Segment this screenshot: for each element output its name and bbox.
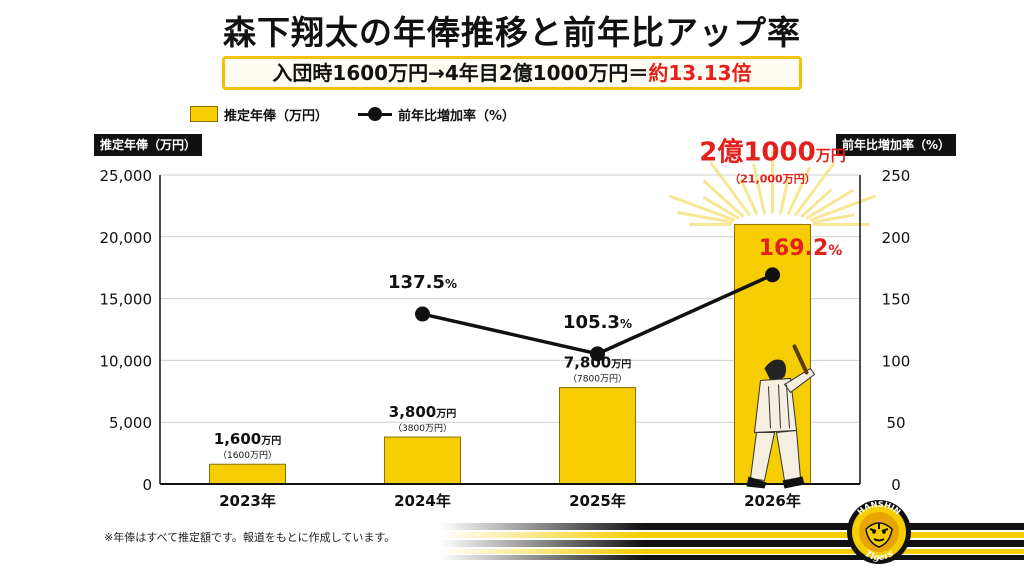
rate-label: 137.5% (388, 272, 457, 293)
footnote: ※年俸はすべて推定額です。報道をもとに作成しています。 (104, 531, 396, 544)
y2-tick-label: 50 (886, 414, 905, 432)
svg-text:Tigers: Tigers (863, 549, 896, 563)
y2-tick-label: 250 (882, 167, 911, 185)
bar (384, 436, 461, 485)
right-axis-title: 前年比増加率（%） (836, 134, 957, 156)
y2-tick-label: 150 (882, 291, 911, 309)
player-head (764, 359, 787, 381)
glow-ray (752, 163, 766, 215)
rate-label-unit: % (445, 277, 457, 291)
legend-line-label: 前年比増加率（%） (398, 108, 516, 124)
bar (209, 463, 286, 485)
x-tick-label: 2026年 (744, 492, 801, 510)
rate-label: 169.2% (759, 236, 843, 261)
subtitle-main: 入団時1600万円→4年目2億1000万円＝ (272, 61, 649, 85)
bar-value-unit: 万円 (815, 146, 846, 164)
glow-ray (779, 175, 790, 215)
y-tick-label: 0 (142, 476, 152, 494)
rate-point (415, 306, 430, 322)
player-bat (792, 344, 809, 375)
bar-value-unit: 万円 (610, 359, 631, 371)
bar-value-unit: 万円 (435, 408, 456, 420)
glow-ray (669, 194, 736, 222)
glow-ray (703, 180, 745, 218)
bar-sub-label: （1600万円） (218, 450, 277, 461)
x-tick-label: 2025年 (569, 492, 626, 510)
decorative-stripes (440, 521, 1024, 561)
rate-label: 105.3% (563, 312, 632, 333)
bar-sub-label: （7800万円） (568, 374, 627, 385)
x-tick-label: 2024年 (394, 492, 451, 510)
rate-label-unit: % (620, 317, 632, 331)
glow-ray (709, 162, 751, 216)
y-tick-label: 10,000 (100, 352, 153, 370)
bar-value-label: 2億1000万円 (699, 137, 845, 167)
legend: 推定年俸（万円） 前年比増加率（%） (190, 103, 515, 125)
bar-value-unit: 万円 (260, 435, 281, 447)
glow-ray (809, 194, 876, 222)
bar-value-label: 1,600万円 (214, 430, 281, 448)
player-shoes (746, 476, 805, 489)
player-arm (783, 367, 816, 394)
player-stripe (778, 384, 781, 429)
glow-ray (812, 213, 855, 224)
glow-ray (787, 166, 811, 215)
glow-ray (676, 211, 733, 224)
rate-label-unit: % (828, 243, 842, 259)
bar-sub-label: （3800万円） (393, 423, 452, 434)
glow-ray (800, 188, 832, 218)
player-stripe (768, 386, 771, 429)
y2-tick-label: 200 (882, 229, 911, 247)
bar-value-label: 3,800万円 (389, 403, 456, 421)
logo-bottom-text: Tigers (863, 549, 896, 563)
glow-ray (805, 189, 854, 220)
subtitle-box: 入団時1600万円→4年目2億1000万円＝約13.13倍 (222, 56, 802, 90)
y2-tick-label: 0 (891, 476, 901, 494)
y-tick-label: 15,000 (100, 291, 153, 309)
chart-title: 森下翔太の年俸推移と前年比アップ率 (223, 13, 801, 52)
rate-point (765, 267, 780, 283)
player-illustration (746, 344, 816, 489)
bar (559, 387, 636, 485)
y-tick-label: 5,000 (109, 414, 152, 432)
hanshin-tigers-logo: HANSHIN Tigers (847, 500, 911, 564)
x-tick-label: 2023年 (219, 492, 276, 510)
glow-ray (702, 196, 740, 220)
legend-bar-swatch (190, 106, 218, 122)
left-axis-title: 推定年俸（万円） (94, 134, 203, 156)
legend-bar-label: 推定年俸（万円） (224, 108, 329, 124)
glow-ray (739, 178, 758, 215)
legend-line-swatch (358, 107, 393, 121)
y-tick-label: 25,000 (100, 167, 153, 185)
y2-tick-label: 100 (882, 352, 911, 370)
bar-value-label: 7,800万円 (564, 354, 631, 372)
glow-ray (794, 162, 836, 216)
player-stripe (786, 384, 790, 429)
y-tick-label: 20,000 (100, 229, 153, 247)
rate-point (590, 346, 605, 362)
subtitle-highlight: 約13.13倍 (648, 61, 752, 85)
bar-sub-label: （21,000万円） (729, 172, 815, 185)
